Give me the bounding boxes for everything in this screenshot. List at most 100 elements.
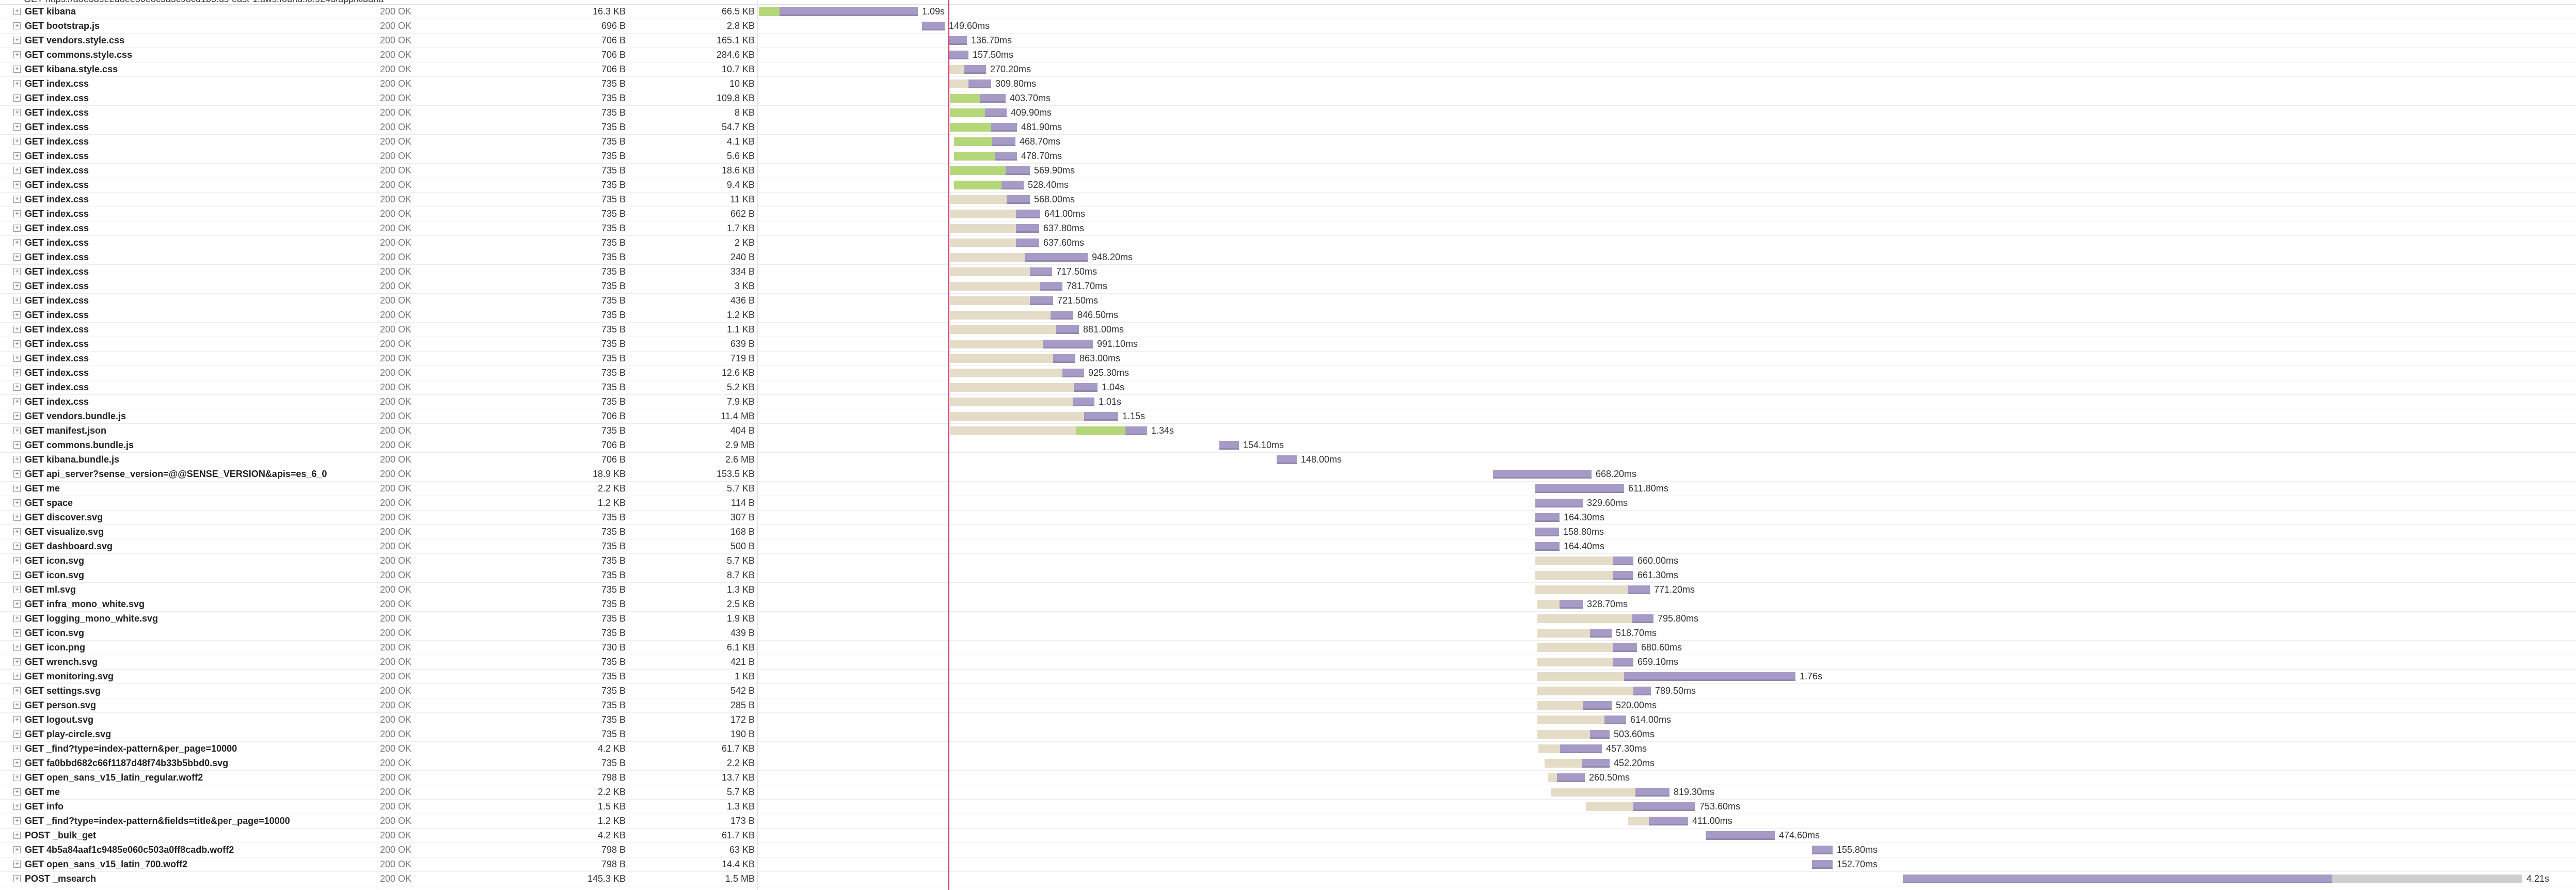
expand-row-icon[interactable]: + (13, 138, 21, 145)
expand-row-icon[interactable]: + (13, 239, 21, 246)
request-row[interactable]: + GET index.css 200 OK 735 B 1.1 KB 881.00ms (0, 322, 2576, 337)
request-row[interactable]: + GET kibana.bundle.js 200 OK 706 B 2.6 MB 14… (0, 452, 2576, 467)
request-row[interactable]: + GET commons.bundle.js 200 OK 706 B 2.9 MB 1… (0, 438, 2576, 453)
request-row[interactable]: + GET infra_mono_white.svg 200 OK 735 B 2.5 … (0, 597, 2576, 612)
expand-row-icon[interactable]: + (13, 22, 21, 29)
request-row[interactable]: + GET api_server?sense_version=@@SENSE_VE… (0, 467, 2576, 482)
expand-row-icon[interactable]: + (13, 629, 21, 637)
expand-row-icon[interactable]: + (13, 311, 21, 319)
request-row[interactable]: + GET index.css 200 OK 735 B 12.6 KB 925.30ms (0, 365, 2576, 380)
expand-row-icon[interactable]: + (13, 759, 21, 767)
request-row[interactable]: + GET ml.svg 200 OK 735 B 1.3 KB 771.20ms (0, 582, 2576, 597)
request-row[interactable]: + GET space 200 OK 1.2 KB 114 B 329.60ms (0, 496, 2576, 511)
request-row[interactable]: + GET _find?type=index-pattern&fields=tit… (0, 814, 2576, 829)
expand-row-icon[interactable]: + (13, 268, 21, 275)
request-row[interactable]: + GET index.css 200 OK 735 B 1.7 KB 637.80ms (0, 221, 2576, 236)
expand-row-icon[interactable]: + (13, 398, 21, 405)
expand-row-icon[interactable]: + (13, 716, 21, 723)
request-row[interactable]: + GET index.css 200 OK 735 B 5.2 KB 1.04s (0, 380, 2576, 395)
request-row[interactable]: + GET icon.svg 200 OK 735 B 5.7 KB 660.00ms (0, 553, 2576, 568)
expand-row-icon[interactable]: + (13, 282, 21, 290)
expand-row-icon[interactable]: + (13, 861, 21, 868)
expand-row-icon[interactable]: + (13, 658, 21, 665)
expand-row-icon[interactable]: + (13, 253, 21, 261)
request-row[interactable]: + GET fa0bbd682c66f1187d48f74b33b5bbd0.sv… (0, 756, 2576, 771)
request-row[interactable]: + GET index.css 200 OK 735 B 9.4 KB 528.40ms (0, 178, 2576, 193)
request-row[interactable]: + GET index.css 200 OK 735 B 18.6 KB 569.90ms (0, 163, 2576, 178)
expand-row-icon[interactable]: + (13, 875, 21, 882)
expand-row-icon[interactable]: + (13, 94, 21, 102)
expand-row-icon[interactable]: + (13, 326, 21, 333)
request-row[interactable]: + GET logout.svg 200 OK 735 B 172 B 614.00ms (0, 712, 2576, 727)
expand-row-icon[interactable]: + (13, 470, 21, 478)
expand-row-icon[interactable]: + (13, 66, 21, 73)
expand-row-icon[interactable]: + (13, 702, 21, 709)
expand-row-icon[interactable]: + (13, 297, 21, 304)
request-row[interactable]: + GET logging_mono_white.svg 200 OK 735 B 1.… (0, 611, 2576, 626)
expand-row-icon[interactable]: + (13, 571, 21, 579)
expand-row-icon[interactable]: + (13, 528, 21, 535)
request-row[interactable]: + GET index.css 200 OK 735 B 719 B 863.00ms (0, 351, 2576, 366)
expand-row-icon[interactable]: + (13, 557, 21, 564)
request-row[interactable]: + GET manifest.json 200 OK 735 B 404 B 1.34s (0, 423, 2576, 438)
expand-row-icon[interactable]: + (13, 456, 21, 463)
request-row[interactable]: + GET index.css 200 OK 735 B 334 B 717.50ms (0, 264, 2576, 279)
request-row[interactable]: + GET me 200 OK 2.2 KB 5.7 KB 819.30ms (0, 785, 2576, 800)
request-row[interactable]: + GET dashboard.svg 200 OK 735 B 500 B 164.40… (0, 539, 2576, 554)
expand-row-icon[interactable]: + (13, 730, 21, 738)
request-row[interactable]: + POST _msearch 200 OK 145.3 KB 1.5 MB 4.21s (0, 871, 2576, 886)
request-row[interactable]: + GET index.css 200 OK 735 B 3 KB 781.70ms (0, 279, 2576, 294)
request-row[interactable]: + GET index.css 200 OK 735 B 5.6 KB 478.70ms (0, 149, 2576, 164)
expand-row-icon[interactable]: + (13, 8, 21, 15)
expand-row-icon[interactable]: + (13, 644, 21, 651)
request-row[interactable]: + GET icon.png 200 OK 730 B 6.1 KB 680.60ms (0, 640, 2576, 655)
expand-row-icon[interactable]: + (13, 543, 21, 550)
request-row[interactable]: + GET kibana.style.css 200 OK 706 B 10.7 KB 2… (0, 62, 2576, 77)
expand-row-icon[interactable]: + (13, 514, 21, 521)
expand-row-icon[interactable]: + (13, 788, 21, 796)
expand-row-icon[interactable]: + (13, 37, 21, 44)
request-row[interactable]: + GET kibana 200 OK 16.3 KB 66.5 KB 1.09s (0, 4, 2576, 19)
request-row[interactable]: + GET index.css 200 OK 735 B 10 KB 309.80ms (0, 76, 2576, 91)
expand-row-icon[interactable]: + (13, 196, 21, 203)
expand-row-icon[interactable]: + (13, 846, 21, 853)
request-row[interactable]: + GET index.css 200 OK 735 B 109.8 KB 403.70m… (0, 91, 2576, 106)
request-row[interactable]: + GET commons.style.css 200 OK 706 B 284.6 K… (0, 47, 2576, 62)
expand-row-icon[interactable]: + (13, 384, 21, 391)
expand-row-icon[interactable]: + (13, 745, 21, 752)
expand-row-icon[interactable]: + (13, 355, 21, 362)
request-row[interactable]: + GET info 200 OK 1.5 KB 1.3 KB 753.60ms (0, 799, 2576, 814)
expand-row-icon[interactable]: + (13, 225, 21, 232)
expand-row-icon[interactable]: + (13, 673, 21, 680)
expand-row-icon[interactable]: + (13, 369, 21, 376)
request-row[interactable]: + GET index.css 200 OK 735 B 240 B 948.20ms (0, 250, 2576, 265)
expand-row-icon[interactable]: + (13, 412, 21, 420)
request-row[interactable]: + GET index.css 200 OK 735 B 8 KB 409.90ms (0, 105, 2576, 120)
request-row[interactable]: + GET index.css 200 OK 735 B 1.2 KB 846.50ms (0, 308, 2576, 323)
request-row[interactable]: + GET icon.svg 200 OK 735 B 8.7 KB 661.30ms (0, 568, 2576, 583)
expand-row-icon[interactable]: + (13, 427, 21, 434)
expand-row-icon[interactable]: + (13, 774, 21, 781)
expand-row-icon[interactable]: + (13, 123, 21, 131)
expand-row-icon[interactable]: + (13, 499, 21, 506)
expand-row-icon[interactable]: + (13, 109, 21, 116)
request-row[interactable]: + GET 4b5a84aaf1c9485e060c503a0ff8cadb.wo… (0, 843, 2576, 857)
request-row[interactable]: + GET _find?type=index-pattern&per_page=1… (0, 741, 2576, 756)
request-row[interactable]: + GET index.css 200 OK 735 B 4.1 KB 468.70ms (0, 134, 2576, 149)
expand-row-icon[interactable]: + (13, 687, 21, 694)
expand-row-icon[interactable]: + (13, 210, 21, 217)
request-row[interactable]: + GET index.css 200 OK 735 B 7.9 KB 1.01s (0, 394, 2576, 409)
request-row[interactable]: + GET visualize.svg 200 OK 735 B 168 B 158.80… (0, 525, 2576, 539)
expand-row-icon[interactable]: + (13, 152, 21, 160)
request-row[interactable]: + GET vendors.bundle.js 200 OK 706 B 11.4 MB… (0, 409, 2576, 424)
request-row[interactable]: + GET index.css 200 OK 735 B 2 KB 637.60ms (0, 235, 2576, 250)
expand-row-icon[interactable]: + (13, 80, 21, 87)
expand-row-icon[interactable]: + (13, 586, 21, 593)
request-row[interactable]: + GET open_sans_v15_latin_regular.woff2 20… (0, 770, 2576, 785)
request-row[interactable]: + GET vendors.style.css 200 OK 706 B 165.1 K… (0, 33, 2576, 48)
expand-row-icon[interactable]: + (13, 181, 21, 188)
expand-row-icon[interactable]: + (13, 615, 21, 622)
request-row[interactable]: + GET index.css 200 OK 735 B 11 KB 568.00ms (0, 192, 2576, 207)
expand-row-icon[interactable]: + (13, 832, 21, 839)
expand-row-icon[interactable]: + (13, 167, 21, 174)
